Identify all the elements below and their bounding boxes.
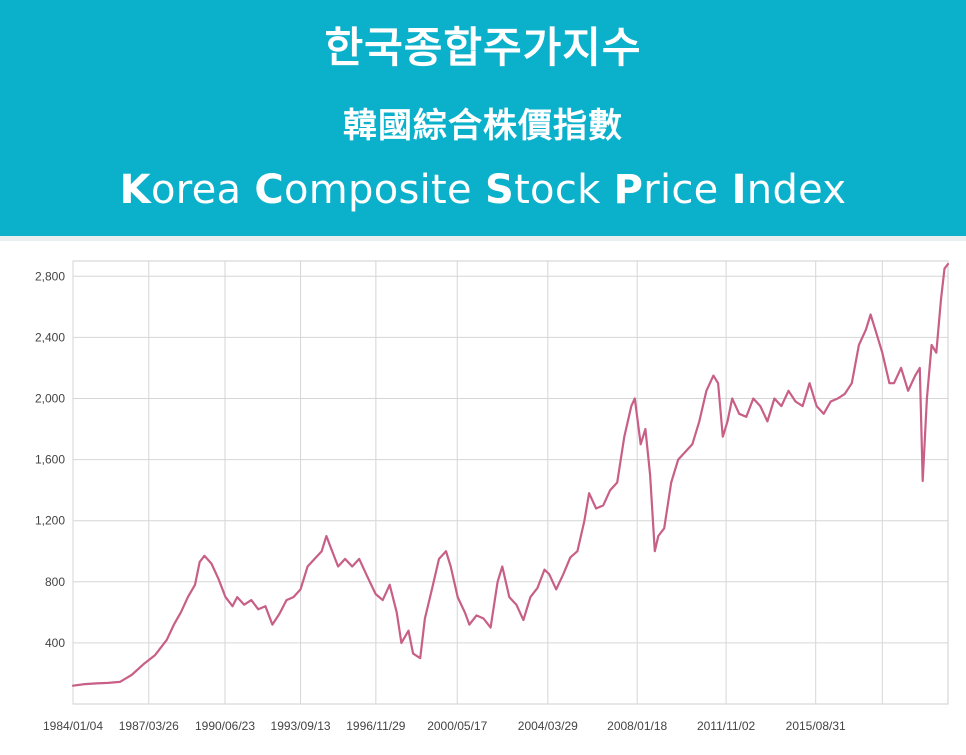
title-english-part: rice (643, 167, 732, 213)
plot-area (72, 260, 949, 705)
x-tick-label: 1984/01/04 (43, 719, 103, 733)
x-tick-label: 1990/06/23 (195, 719, 255, 733)
title-english-part: ndex (746, 167, 847, 213)
title-english-part: S (484, 167, 515, 213)
header-divider (0, 236, 966, 241)
series-line-kospi (71, 263, 950, 687)
title-english-part: tock (514, 167, 614, 213)
y-tick-label: 2,000 (35, 391, 65, 405)
y-tick-label: 2,800 (35, 269, 65, 283)
x-tick-label: 1993/09/13 (271, 719, 331, 733)
x-tick-label: 2015/08/31 (786, 719, 846, 733)
title-hanja: 韓國綜合株價指數 (343, 106, 623, 146)
title-english-part: C (254, 167, 284, 213)
y-tick-label: 1,600 (35, 453, 65, 467)
x-tick-label: 2004/03/29 (518, 719, 578, 733)
title-english-part: orea (150, 167, 255, 213)
title-english: Korea Composite Stock Price Index (0, 167, 966, 213)
x-tick-label: 2008/01/18 (607, 719, 667, 733)
y-tick-label: 800 (45, 575, 65, 589)
y-tick-label: 1,200 (35, 514, 65, 528)
header-banner: 한국종합주가지수 韓國綜合株價指數 Korea Composite Stock … (0, 0, 966, 236)
title-english-part: P (613, 167, 644, 213)
x-tick-label: 1996/11/29 (346, 719, 405, 733)
title-english-part: omposite (284, 167, 485, 213)
x-tick-label: 2000/05/17 (427, 719, 487, 733)
kospi-line-chart: 400 800 1,200 1,600 2,000 2,400 2,800 1984/01/0… (35, 260, 950, 733)
y-tick-label: 400 (45, 636, 65, 650)
title-korean: 한국종합주가지수 (324, 23, 642, 72)
y-tick-label: 2,400 (35, 330, 65, 344)
title-english-part: K (119, 167, 151, 213)
chart-frame: 400 800 1,200 1,600 2,000 2,400 2,800 1984/01/0… (16, 252, 962, 749)
title-english-part: I (731, 167, 747, 213)
x-tick-label: 1987/03/26 (119, 719, 179, 733)
x-tick-label: 2011/11/02 (697, 719, 756, 733)
